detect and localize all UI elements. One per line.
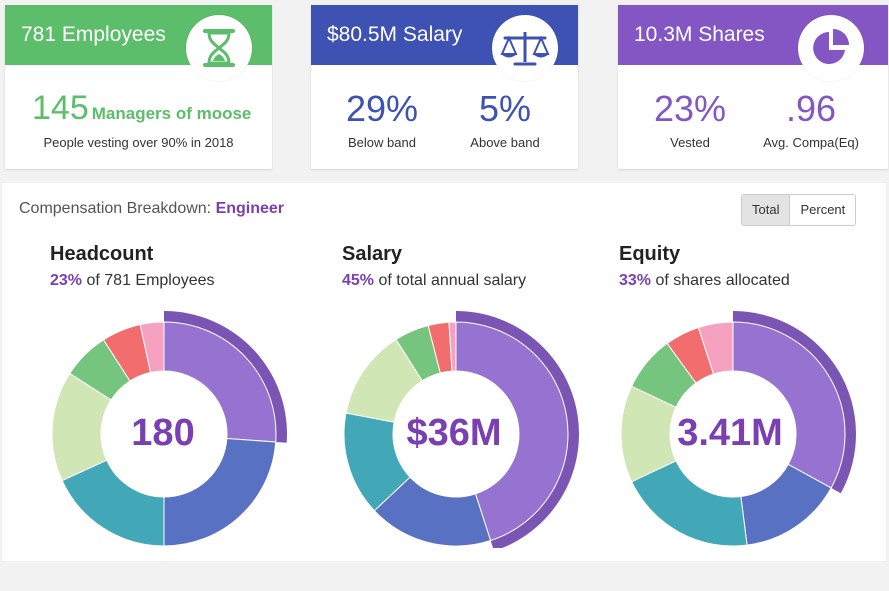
salary-card[interactable]: $80.5M Salary 29% Below band 5% Above ba… (311, 5, 578, 169)
donut-slice (448, 321, 457, 372)
headcount-subtitle: 23% of 781 Employees (50, 272, 215, 290)
below-band-value: 29% (345, 88, 419, 129)
donut-slice (139, 321, 165, 374)
salary-card-title: $80.5M Salary (327, 23, 463, 46)
equity-block: Equity 33% of shares allocated (619, 243, 790, 290)
compa-stat: .96 Avg. Compa(Eq) (746, 87, 876, 150)
managers-line: 145 Managers of moose (32, 89, 251, 128)
donut-slice (697, 321, 734, 375)
employees-card-title: 781 Employees (21, 23, 166, 46)
compa-value: .96 (785, 88, 837, 129)
headcount-center-value: 180 (131, 412, 195, 454)
donut-slice (455, 321, 569, 542)
equity-subtitle: 33% of shares allocated (619, 272, 790, 290)
above-band-label: Above band (470, 135, 540, 150)
headcount-block: Headcount 23% of 781 Employees (50, 243, 215, 290)
salary-donut[interactable] (342, 308, 582, 548)
employees-card[interactable]: 781 Employees 145 Managers of moose Peopl… (5, 5, 272, 169)
total-percent-toggle[interactable]: Total Percent (741, 194, 857, 226)
salary-percent: 45% (342, 272, 375, 289)
equity-percent: 33% (619, 272, 652, 289)
salary-center-value: $36M (406, 412, 502, 454)
below-band-stat: 29% Below band (317, 87, 447, 150)
headcount-subtitle-text: of 781 Employees (82, 272, 215, 289)
below-band-label: Below band (348, 135, 416, 150)
vested-value: 23% (653, 88, 727, 129)
salary-title: Salary (342, 243, 403, 265)
above-band-stat: 5% Above band (440, 87, 570, 150)
scale-icon (492, 15, 558, 81)
salary-card-header: $80.5M Salary (311, 5, 578, 81)
breakdown-title-prefix: Compensation Breakdown: (19, 200, 212, 217)
headcount-donut[interactable] (50, 308, 290, 548)
compa-label: Avg. Compa(Eq) (763, 135, 859, 150)
vesting-subtitle: People vesting over 90% in 2018 (43, 135, 234, 150)
managers-count: 145 (32, 89, 89, 127)
total-toggle-button[interactable]: Total (742, 195, 791, 225)
hourglass-icon (186, 15, 252, 81)
donut-highlight-arc (733, 311, 856, 494)
vested-stat: 23% Vested (625, 87, 755, 150)
equity-subtitle-text: of shares allocated (651, 272, 790, 289)
shares-card-title: 10.3M Shares (634, 23, 765, 46)
equity-donut[interactable] (619, 308, 859, 548)
percent-toggle-button[interactable]: Percent (790, 195, 856, 225)
managers-label: Managers of moose (91, 104, 252, 123)
breakdown-title-role[interactable]: Engineer (215, 200, 285, 217)
donut-slice (163, 437, 277, 547)
headcount-title: Headcount (50, 243, 154, 265)
shares-card-header: 10.3M Shares (618, 5, 888, 81)
donut-slice (163, 321, 277, 443)
donut-slice (732, 321, 846, 489)
above-band-value: 5% (478, 88, 532, 129)
headcount-percent: 23% (50, 272, 83, 289)
vested-label: Vested (670, 135, 710, 150)
salary-subtitle: 45% of total annual salary (342, 272, 526, 290)
salary-block: Salary 45% of total annual salary (342, 243, 526, 290)
salary-subtitle-text: of total annual salary (374, 272, 527, 289)
compensation-breakdown-panel: Compensation Breakdown: Engineer Total P… (2, 183, 886, 561)
equity-title: Equity (619, 243, 681, 265)
employees-card-header: 781 Employees (5, 5, 272, 81)
equity-center-value: 3.41M (677, 412, 783, 454)
breakdown-title: Compensation Breakdown: Engineer (19, 200, 284, 218)
shares-card[interactable]: 10.3M Shares 23% Vested .96 Avg. Compa(E… (618, 5, 888, 169)
pie-chart-icon (798, 15, 864, 81)
